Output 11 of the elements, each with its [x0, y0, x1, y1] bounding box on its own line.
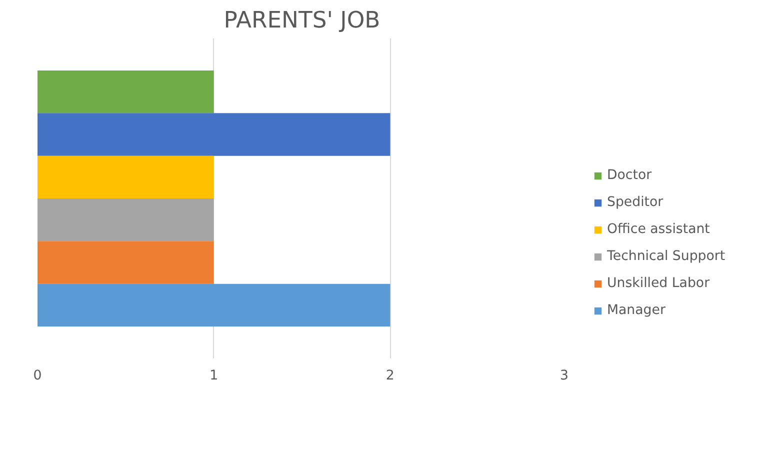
- x-tick-label: 0: [33, 368, 42, 384]
- x-tick-label: 3: [560, 368, 569, 384]
- legend-label: Speditor: [607, 195, 664, 210]
- legend-label: Doctor: [607, 168, 652, 183]
- x-tick-label: 1: [210, 368, 218, 384]
- legend-label: Technical Support: [607, 249, 726, 264]
- legend-label: Unskilled Labor: [607, 276, 710, 291]
- chart-title: PARENTS' JOB: [224, 8, 380, 34]
- legend-label: Manager: [607, 303, 666, 318]
- x-tick-label: 2: [386, 368, 394, 384]
- legend-label: Office assistant: [607, 222, 710, 237]
